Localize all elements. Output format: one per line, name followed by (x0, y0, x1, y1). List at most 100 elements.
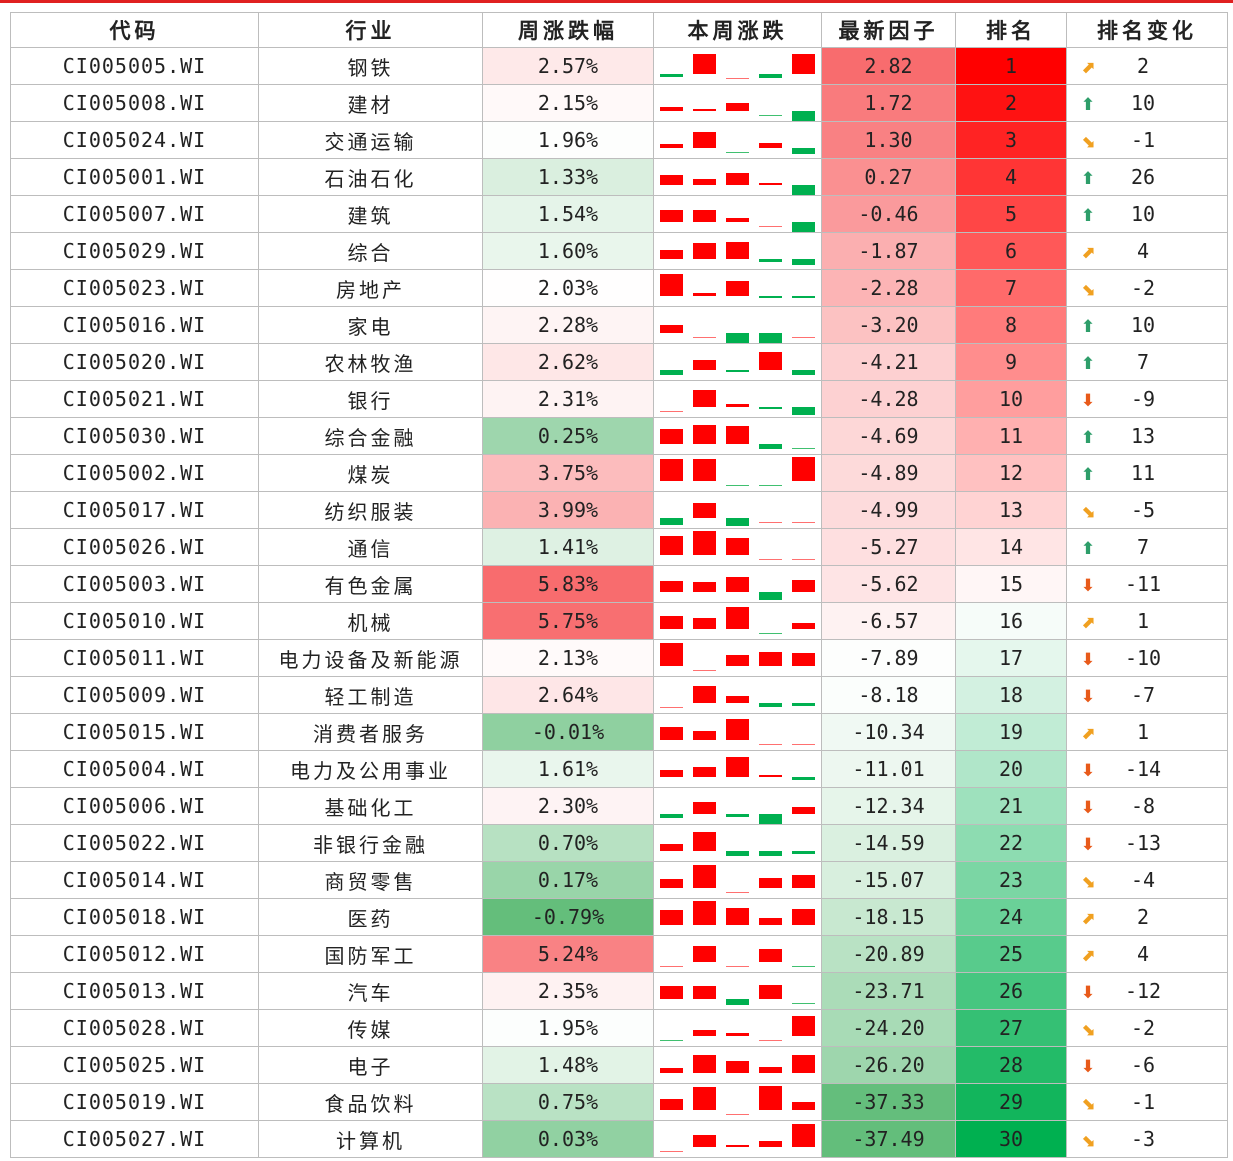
spark-bar (758, 814, 782, 824)
cell-rank: 30 (955, 1120, 1067, 1158)
rank-change-value: 7 (1136, 350, 1150, 374)
spark-bar (692, 390, 716, 407)
arrow-up-icon: ⬆ (1080, 317, 1096, 337)
cell-code: CI005012.WI (10, 935, 259, 973)
cell-rank-change: ⬇ -12 (1066, 972, 1228, 1010)
week-spark-chart (655, 715, 821, 750)
cell-rank-change: ⬊ -4 (1066, 861, 1228, 899)
spark-bar (725, 1145, 749, 1147)
top-red-line (0, 0, 1233, 3)
cell-rank: 17 (955, 639, 1067, 677)
cell-industry: 汽车 (258, 972, 483, 1010)
cell-code: CI005011.WI (10, 639, 259, 677)
cell-industry: 建筑 (258, 195, 483, 233)
cell-rank-change: ⬊ -1 (1066, 121, 1228, 159)
spark-bar (659, 966, 683, 967)
spark-bar (791, 966, 815, 967)
cell-rank: 24 (955, 898, 1067, 936)
spark-bar (692, 109, 716, 111)
cell-industry: 电力设备及新能源 (258, 639, 483, 677)
cell-rank-change: ⬈ 4 (1066, 232, 1228, 270)
cell-weekly-change: 1.33% (482, 158, 654, 196)
spark-bar (692, 360, 716, 370)
arrow-down-right-icon: ⬊ (1080, 1131, 1096, 1151)
spark-bar (692, 865, 716, 888)
spark-bar (791, 1124, 815, 1147)
week-spark-chart (655, 493, 821, 528)
spark-bar (659, 879, 683, 888)
spark-bar (758, 1067, 782, 1073)
cell-rank-change: ⬊ -2 (1066, 269, 1228, 307)
rank-change-value: 11 (1130, 461, 1156, 485)
cell-rank-change: ⬆ 10 (1066, 84, 1228, 122)
cell-industry: 轻工制造 (258, 676, 483, 714)
cell-code: CI005015.WI (10, 713, 259, 751)
spark-bar (692, 132, 716, 148)
cell-week-spark (653, 935, 822, 973)
spark-bar (659, 175, 683, 185)
cell-code: CI005003.WI (10, 565, 259, 603)
cell-rank-change: ⬊ -2 (1066, 1009, 1228, 1047)
cell-rank: 19 (955, 713, 1067, 751)
cell-rank-change: ⬈ 2 (1066, 47, 1228, 85)
cell-latest-factor: -5.27 (821, 528, 956, 566)
table-row: CI005014.WI 商贸零售 0.17% -15.07 23 ⬊ -4 (10, 861, 1228, 899)
cell-latest-factor: -24.20 (821, 1009, 956, 1047)
spark-bar (659, 1151, 683, 1152)
cell-rank: 18 (955, 676, 1067, 714)
rank-change-value: -4 (1130, 868, 1156, 892)
cell-code: CI005008.WI (10, 84, 259, 122)
spark-bar (659, 727, 683, 740)
spark-bar (758, 633, 782, 634)
arrow-up-icon: ⬆ (1080, 354, 1096, 374)
spark-bar (791, 457, 815, 481)
header-rank: 排名 (955, 12, 1067, 48)
cell-code: CI005005.WI (10, 47, 259, 85)
spark-bar (725, 173, 749, 185)
cell-rank-change: ⬇ -8 (1066, 787, 1228, 825)
week-spark-chart (655, 937, 821, 972)
arrow-up-right-icon: ⬈ (1080, 58, 1096, 78)
cell-industry: 钢铁 (258, 47, 483, 85)
rank-change-value: -2 (1130, 1016, 1156, 1040)
cell-code: CI005030.WI (10, 417, 259, 455)
table-row: CI005003.WI 有色金属 5.83% -5.62 15 ⬇ -11 (10, 565, 1228, 603)
cell-weekly-change: 2.30% (482, 787, 654, 825)
cell-weekly-change: 2.28% (482, 306, 654, 344)
cell-weekly-change: 1.48% (482, 1046, 654, 1084)
cell-code: CI005009.WI (10, 676, 259, 714)
cell-week-spark (653, 972, 822, 1010)
cell-industry: 食品饮料 (258, 1083, 483, 1121)
spark-bar (791, 1016, 815, 1036)
spark-bar (659, 370, 683, 375)
cell-rank-change: ⬈ 4 (1066, 935, 1228, 973)
cell-rank: 1 (955, 47, 1067, 85)
cell-code: CI005023.WI (10, 269, 259, 307)
cell-rank: 22 (955, 824, 1067, 862)
cell-week-spark (653, 158, 822, 196)
spark-bar (791, 777, 815, 780)
cell-rank-change: ⬇ -11 (1066, 565, 1228, 603)
cell-weekly-change: 1.54% (482, 195, 654, 233)
cell-week-spark (653, 380, 822, 418)
spark-bar (692, 54, 716, 74)
cell-rank-change: ⬇ -14 (1066, 750, 1228, 788)
spark-bar (791, 1102, 815, 1110)
cell-weekly-change: 2.15% (482, 84, 654, 122)
spark-bar (758, 985, 782, 999)
rank-change-value: 4 (1136, 942, 1150, 966)
cell-rank-change: ⬊ -1 (1066, 1083, 1228, 1121)
week-spark-chart (655, 123, 821, 158)
week-spark-chart (655, 641, 821, 676)
spark-bar (758, 143, 782, 148)
arrow-down-icon: ⬇ (1080, 761, 1096, 781)
cell-week-spark (653, 47, 822, 85)
spark-bar (791, 111, 815, 121)
cell-latest-factor: -6.57 (821, 602, 956, 640)
spark-bar (758, 183, 782, 185)
table-row: CI005022.WI 非银行金融 0.70% -14.59 22 ⬇ -13 (10, 824, 1228, 862)
spark-bar (692, 1030, 716, 1036)
cell-weekly-change: 0.70% (482, 824, 654, 862)
rank-change-value: 1 (1136, 720, 1150, 744)
spark-bar (692, 686, 716, 703)
